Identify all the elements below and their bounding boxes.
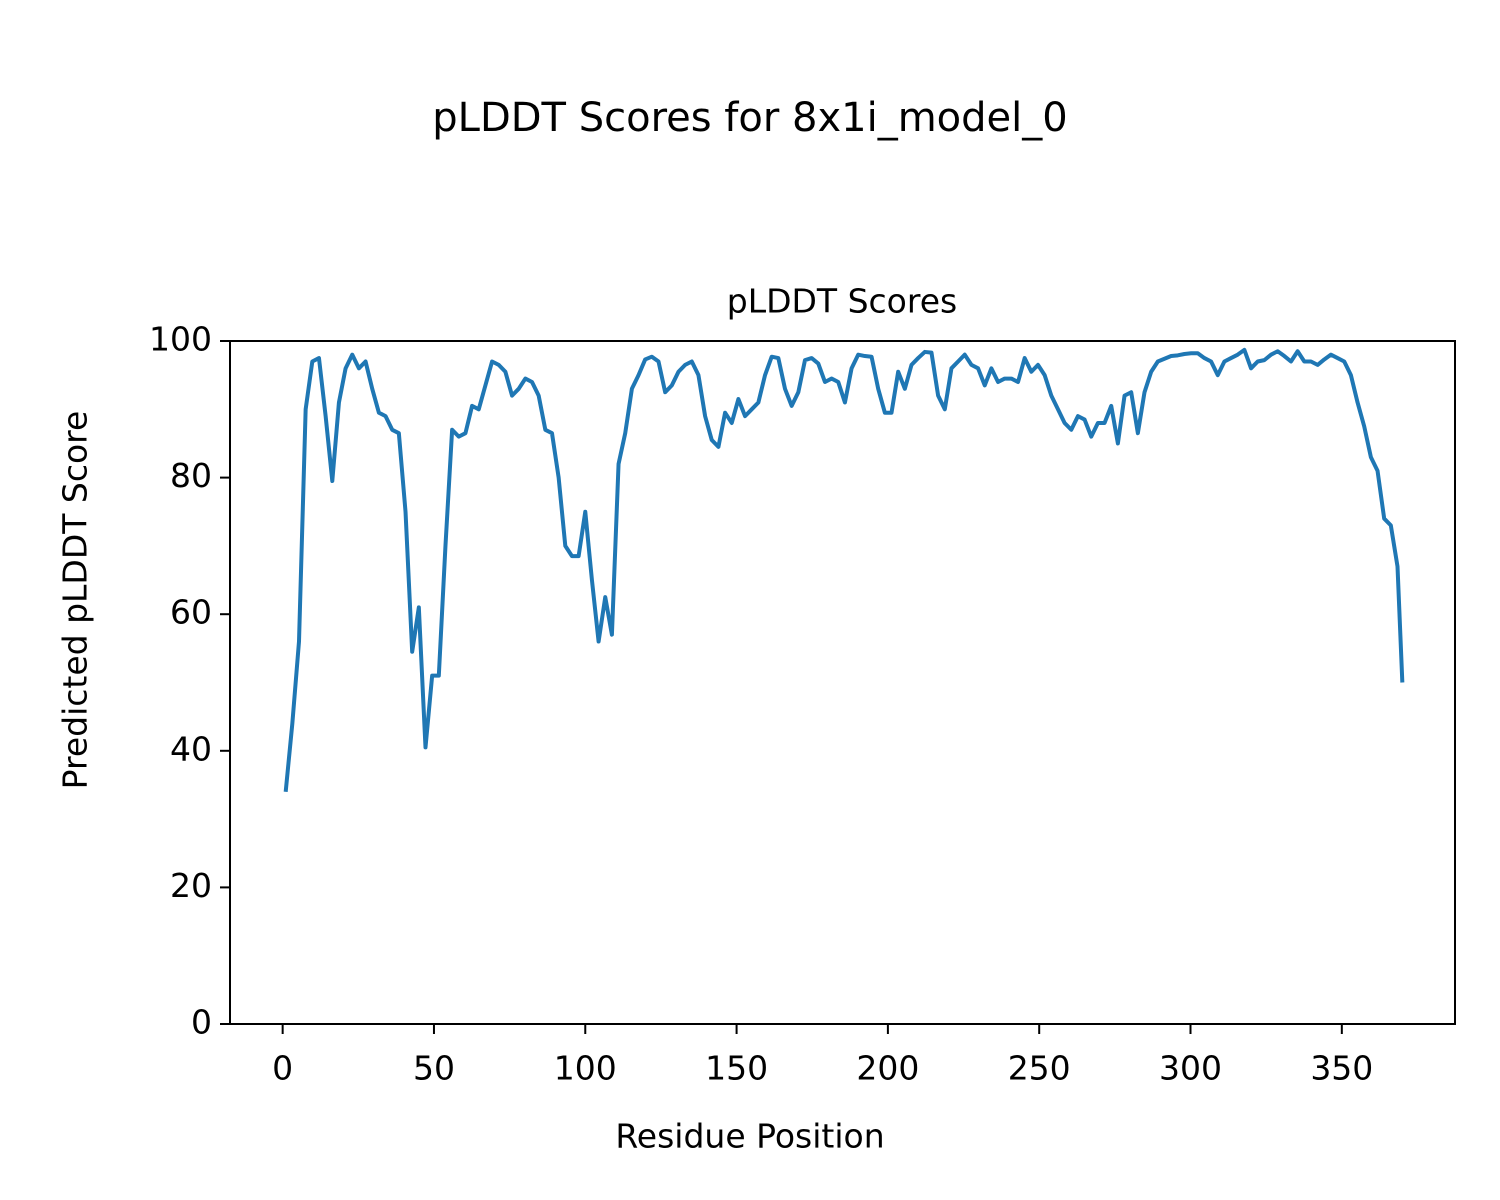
y-tick-label: 20 [170,866,212,905]
chart-title: pLDDT Scores [727,282,957,321]
x-axis-label: Residue Position [615,1117,884,1156]
y-tick-label: 60 [170,593,212,632]
plot-frame [229,340,1456,1025]
data-line [283,347,1405,792]
y-tick-label: 80 [170,456,212,495]
y-tick-label: 100 [149,320,212,359]
y-tick-label: 0 [191,1003,212,1042]
y-tick-label: 40 [170,729,212,768]
x-tick-label: 100 [554,1049,617,1088]
y-axis-label: Predicted pLDDT Score [56,411,95,790]
x-tick-label: 150 [705,1049,768,1088]
x-tick-label: 200 [856,1049,919,1088]
x-tick-label: 250 [1008,1049,1071,1088]
x-tick-label: 50 [413,1049,455,1088]
x-tick-label: 300 [1159,1049,1222,1088]
suptitle: pLDDT Scores for 8x1i_model_0 [432,95,1067,141]
x-tick-label: 350 [1310,1049,1373,1088]
x-tick-label: 0 [272,1049,293,1088]
